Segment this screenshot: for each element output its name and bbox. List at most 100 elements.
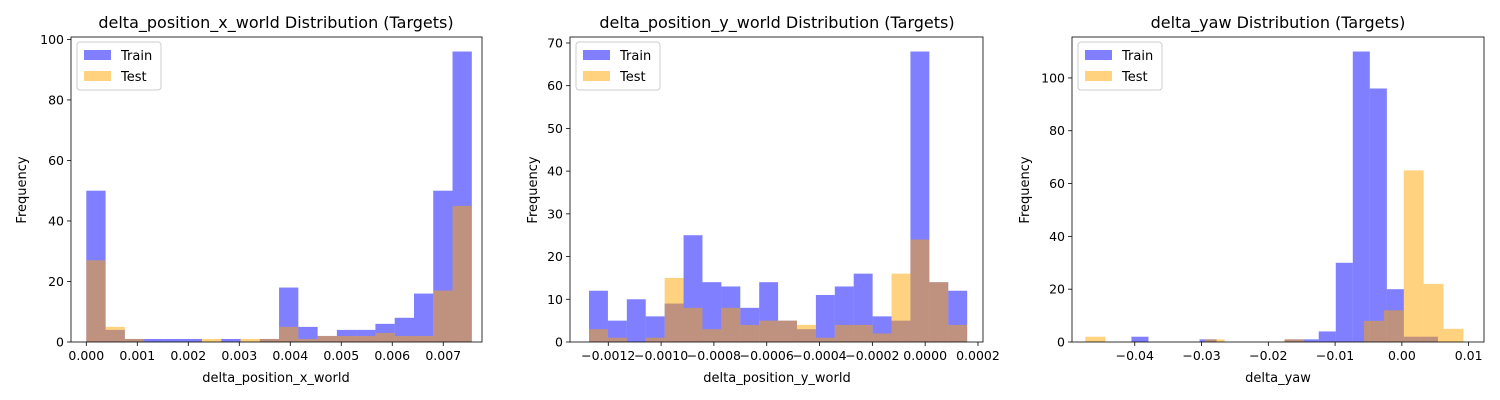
histogram-bar [182, 338, 202, 342]
chart-panel-yaw: delta_yaw Distribution (Targets) delta_y… [1018, 13, 1485, 386]
y-tick-label: 40 [547, 164, 563, 179]
x-tick-label: −0.03 [1182, 348, 1220, 363]
histogram-bar [1403, 170, 1424, 342]
legend: Train Test [575, 41, 661, 91]
histogram-bar [1335, 262, 1353, 342]
legend-swatch [583, 71, 610, 81]
x-tick-label: 0.002 [170, 348, 206, 363]
legend-swatch [84, 71, 111, 81]
y-axis-label: Frequency [526, 156, 541, 223]
chart-title: delta_position_y_world Distribution (Tar… [599, 13, 954, 33]
y-tick-label: 20 [547, 249, 563, 264]
histogram-bar [298, 338, 318, 342]
x-tick-label: −0.04 [1116, 348, 1154, 363]
legend-label: Train [619, 49, 651, 64]
histogram-bar [1085, 336, 1106, 342]
histogram-bar [759, 320, 779, 342]
y-axis-label: Frequency [1018, 156, 1033, 223]
histogram-bar [144, 338, 164, 342]
histogram-bar [394, 335, 414, 342]
y-tick-label: 60 [1049, 176, 1065, 191]
histogram-bar [607, 320, 627, 342]
series-test [1085, 170, 1464, 342]
x-axis-label: delta_position_x_world [202, 371, 349, 386]
series-test [589, 239, 968, 342]
legend-label: Test [120, 70, 147, 85]
histogram-bar [201, 338, 222, 342]
y-tick-label: 100 [1041, 70, 1065, 85]
y-tick-label: 0 [1057, 335, 1065, 350]
histogram-bar [815, 337, 835, 342]
x-tick-label: −0.0008 [687, 348, 741, 363]
histogram-bar [778, 320, 797, 342]
y-tick-label: 10 [547, 292, 563, 307]
histogram-bar [394, 317, 414, 342]
histogram-bar [433, 290, 453, 342]
legend-label: Test [619, 70, 646, 85]
x-tick-label: −0.0006 [740, 348, 794, 363]
legend-swatch [583, 50, 610, 60]
histogram-bar [240, 338, 260, 342]
histogram-bar [796, 324, 816, 342]
histogram-bar [221, 338, 241, 342]
histogram-bar [336, 335, 357, 342]
chart-panel-y: delta_position_y_world Distribution (Tar… [526, 13, 1000, 386]
legend: Train Test [1077, 41, 1163, 91]
y-tick-label: 100 [40, 32, 64, 47]
y-tick-label: 20 [1049, 282, 1065, 297]
histogram-bar [664, 277, 684, 342]
legend-label: Test [1121, 70, 1148, 85]
legend-label: Train [1121, 49, 1153, 64]
x-tick-label: −0.02 [1249, 348, 1287, 363]
histogram-bar [645, 337, 665, 342]
series-test [86, 205, 472, 342]
histogram-bar [740, 324, 760, 342]
y-tick-label: 60 [547, 78, 563, 93]
histogram-bar [1423, 283, 1444, 342]
histogram-bar [589, 329, 608, 342]
x-tick-label: 0.005 [323, 348, 359, 363]
legend-swatch [84, 50, 111, 60]
histogram-bar [1131, 336, 1149, 342]
axes-frame [70, 36, 483, 343]
histogram-bar [259, 338, 280, 342]
x-tick-label: 0.01 [1455, 348, 1483, 363]
x-tick-label: 0.004 [272, 348, 308, 363]
x-tick-label: −0.0004 [792, 348, 846, 363]
x-axis-label: delta_position_y_world [703, 371, 850, 386]
x-tick-label: −0.01 [1316, 348, 1354, 363]
x-tick-label: −0.0010 [634, 348, 688, 363]
x-tick-label: 0.000 [68, 348, 104, 363]
y-tick-label: 20 [48, 274, 64, 289]
histogram-bar [702, 329, 722, 342]
x-tick-label: 0.00 [1388, 348, 1416, 363]
histogram-bar [413, 335, 434, 342]
y-tick-label: 30 [547, 206, 563, 221]
histogram-bar [1363, 320, 1384, 342]
y-tick-label: 50 [547, 121, 563, 136]
histogram-bar [891, 273, 911, 342]
histogram-bar [124, 338, 145, 342]
y-tick-label: 70 [547, 35, 563, 50]
histogram-bar [872, 333, 892, 342]
histogram-bar [1204, 339, 1225, 342]
histogram-bar [1301, 339, 1319, 342]
histogram-bar [1284, 339, 1305, 342]
histogram-bar [721, 307, 741, 342]
histogram-bar [105, 326, 125, 342]
y-axis-label: Frequency [15, 156, 30, 223]
histogram-bar [163, 338, 183, 342]
y-tick-label: 0 [555, 335, 563, 350]
histogram-bar [645, 316, 665, 342]
histogram-bar [702, 282, 722, 342]
histogram-bar [1369, 88, 1387, 343]
legend-swatch [1085, 71, 1112, 81]
legend: Train Test [76, 41, 162, 91]
histogram-bar [929, 282, 949, 342]
x-tick-label: 0.001 [119, 348, 155, 363]
y-tick-label: 60 [48, 153, 64, 168]
histogram-bar [607, 337, 627, 342]
histogram-bar [834, 324, 854, 342]
histogram-bar [413, 293, 434, 342]
